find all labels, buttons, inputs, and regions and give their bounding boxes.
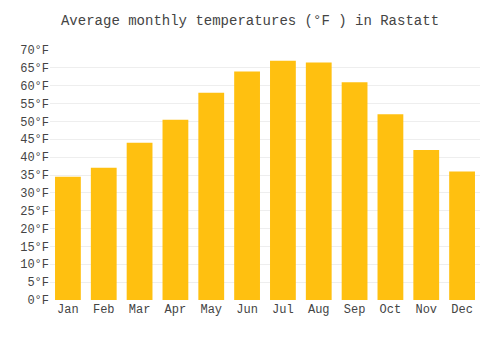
svg-text:55°F: 55°F [20, 98, 49, 112]
svg-text:15°F: 15°F [20, 241, 49, 255]
svg-text:May: May [200, 303, 222, 317]
svg-text:Apr: Apr [165, 303, 187, 317]
svg-text:Nov: Nov [415, 303, 437, 317]
svg-text:50°F: 50°F [20, 116, 49, 130]
svg-text:Jun: Jun [236, 303, 258, 317]
svg-text:70°F: 70°F [20, 44, 49, 58]
svg-text:25°F: 25°F [20, 205, 49, 219]
svg-text:60°F: 60°F [20, 80, 49, 94]
svg-text:10°F: 10°F [20, 258, 49, 272]
svg-text:40°F: 40°F [20, 151, 49, 165]
svg-text:5°F: 5°F [27, 276, 49, 290]
svg-text:Sep: Sep [344, 303, 366, 317]
svg-text:Oct: Oct [380, 303, 402, 317]
svg-text:Mar: Mar [129, 303, 151, 317]
svg-text:Aug: Aug [308, 303, 330, 317]
svg-text:35°F: 35°F [20, 169, 49, 183]
svg-text:45°F: 45°F [20, 133, 49, 147]
svg-text:0°F: 0°F [27, 294, 49, 308]
svg-text:Average monthly temperatures (: Average monthly temperatures (°F ) in Ra… [61, 13, 439, 29]
svg-text:Dec: Dec [451, 303, 473, 317]
svg-text:65°F: 65°F [20, 62, 49, 76]
svg-text:30°F: 30°F [20, 187, 49, 201]
svg-text:Jan: Jan [57, 303, 79, 317]
svg-text:Jul: Jul [272, 303, 294, 317]
svg-text:20°F: 20°F [20, 223, 49, 237]
svg-text:Feb: Feb [93, 303, 115, 317]
